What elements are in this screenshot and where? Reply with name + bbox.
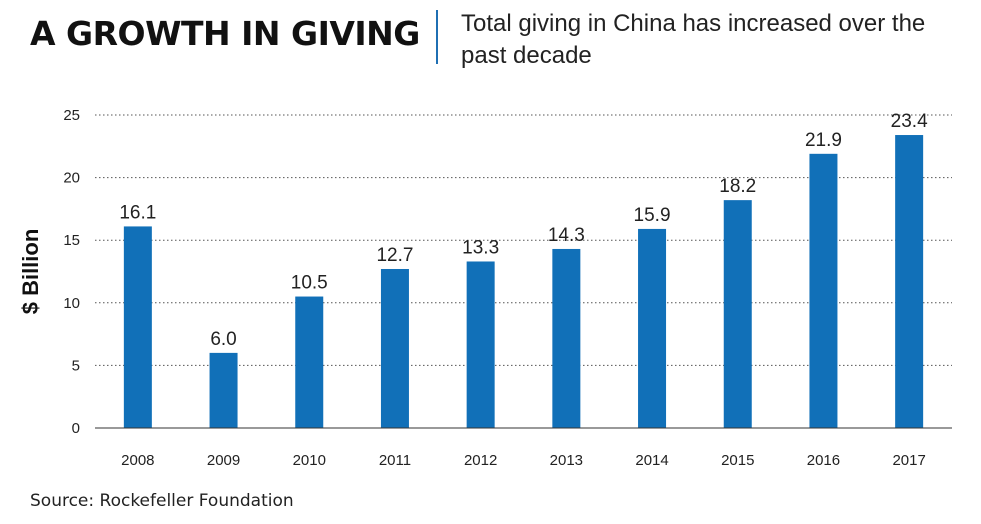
bar-2015 [723,200,752,428]
bars [123,135,924,429]
chart-title: A GROWTH IN GIVING [30,14,420,53]
gridlines [95,114,952,366]
chart-subtitle: Total giving in China has increased over… [461,10,926,69]
y-tick-label: 20 [63,170,80,187]
bar-2013 [552,248,581,428]
bar-2012 [466,261,495,428]
x-axis-ticks: 2008 2009 2010 2011 2012 2013 2014 2015 2016 2017 [121,452,926,469]
source-note: Source: Rockefeller Foundation [30,491,294,511]
x-tick-label: 2016 [807,452,840,469]
x-tick-label: 2013 [550,452,583,469]
y-tick-label: 25 [63,107,80,124]
y-tick-label: 10 [63,295,80,312]
x-tick-label: 2017 [892,452,925,469]
x-tick-label: 2010 [293,452,326,469]
value-label-2013: 14.3 [548,225,585,246]
bar-2010 [295,296,324,428]
value-label-2012: 13.3 [462,237,499,258]
y-axis-ticks: 0 5 10 15 20 25 [63,107,80,437]
bar-2014 [638,228,667,428]
x-tick-label: 2009 [207,452,240,469]
value-label-2016: 21.9 [805,130,842,151]
value-label-2017: 23.4 [891,111,928,132]
y-tick-label: 15 [63,232,80,249]
x-tick-label: 2011 [379,452,411,469]
value-label-2011: 12.7 [376,245,413,266]
y-tick-label: 5 [72,357,80,374]
x-tick-label: 2012 [464,452,497,469]
x-tick-label: 2014 [635,452,668,469]
title-divider [436,10,438,64]
value-labels: 16.1 6.0 10.5 12.7 13.3 14.3 15.9 18.2 21.9 23.4 [119,111,928,350]
y-axis-label: $ Billion [18,229,43,315]
value-label-2015: 18.2 [719,176,756,197]
bar-2016 [809,153,838,428]
x-tick-label: 2008 [121,452,154,469]
bar-2009 [209,352,238,428]
value-label-2014: 15.9 [634,205,671,226]
value-label-2008: 16.1 [119,202,156,223]
bar-2017 [895,135,924,429]
y-tick-label: 0 [72,420,80,437]
bar-2011 [380,268,409,428]
value-label-2009: 6.0 [210,329,236,350]
bar-2008 [123,226,152,428]
value-label-2010: 10.5 [291,273,328,294]
x-tick-label: 2015 [721,452,754,469]
